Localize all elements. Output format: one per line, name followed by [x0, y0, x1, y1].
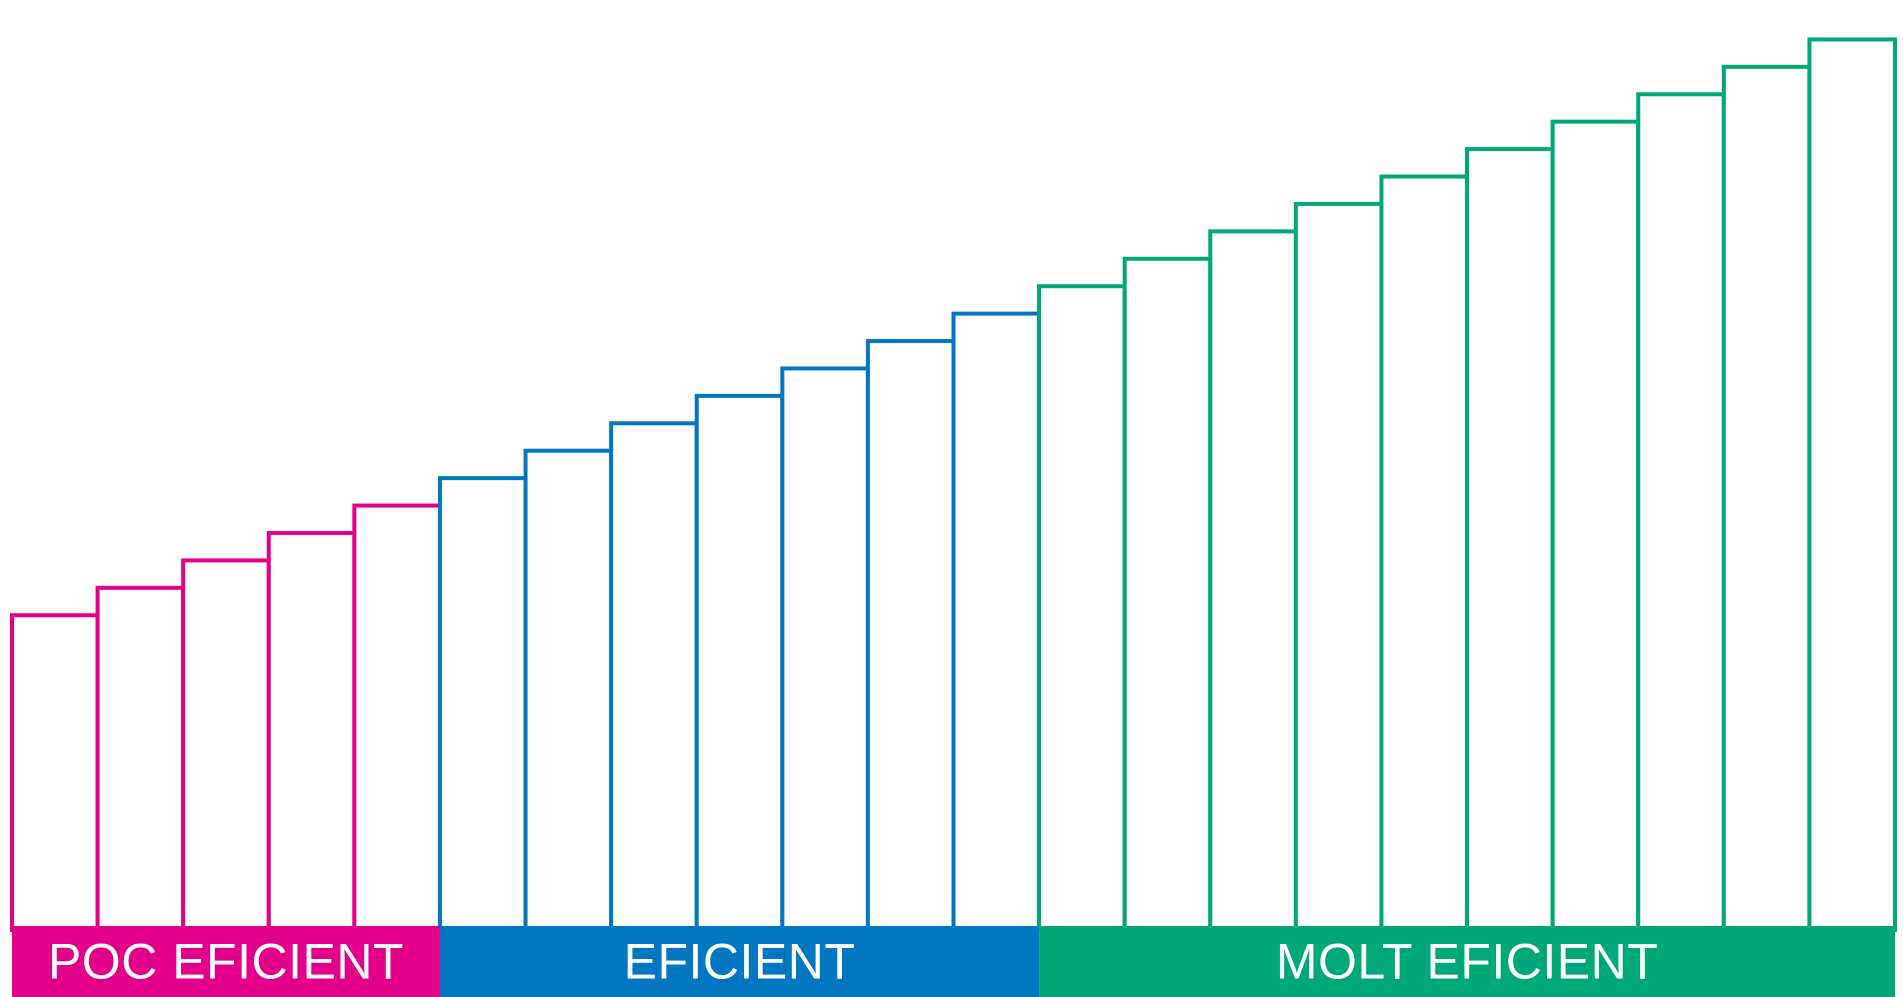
- bars-layer: [10, 37, 1898, 933]
- bar-12: [951, 311, 1042, 932]
- bar-6: [437, 476, 528, 932]
- bar-20: [1636, 92, 1726, 932]
- band-label-poc-eficient: POC EFICIENT: [48, 934, 404, 990]
- bar-9: [694, 393, 785, 932]
- band-poc-eficient: [12, 926, 440, 997]
- bar-5: [352, 503, 442, 932]
- bar-10: [780, 366, 870, 932]
- bar-1: [10, 613, 100, 932]
- bar-16: [1293, 201, 1384, 932]
- bar-3: [181, 558, 271, 933]
- band-molt-eficient: [1039, 926, 1895, 997]
- bar-2: [95, 585, 186, 932]
- bar-4: [266, 530, 357, 932]
- bar-18: [1465, 147, 1555, 933]
- band-label-eficient: EFICIENT: [624, 934, 856, 990]
- bar-15: [1208, 229, 1298, 933]
- bar-19: [1550, 119, 1641, 933]
- bar-13: [1037, 284, 1127, 932]
- bar-22: [1807, 37, 1898, 933]
- bar-8: [609, 421, 699, 932]
- bar-21: [1721, 64, 1812, 932]
- band-label-molt-eficient: MOLT EFICIENT: [1276, 934, 1658, 990]
- band-eficient: [439, 926, 1040, 997]
- category-bands: POC EFICIENT EFICIENT MOLT EFICIENT: [12, 926, 1895, 997]
- bar-17: [1379, 174, 1470, 932]
- bar-11: [865, 339, 956, 933]
- bar-7: [523, 448, 614, 932]
- bar-14: [1122, 256, 1213, 932]
